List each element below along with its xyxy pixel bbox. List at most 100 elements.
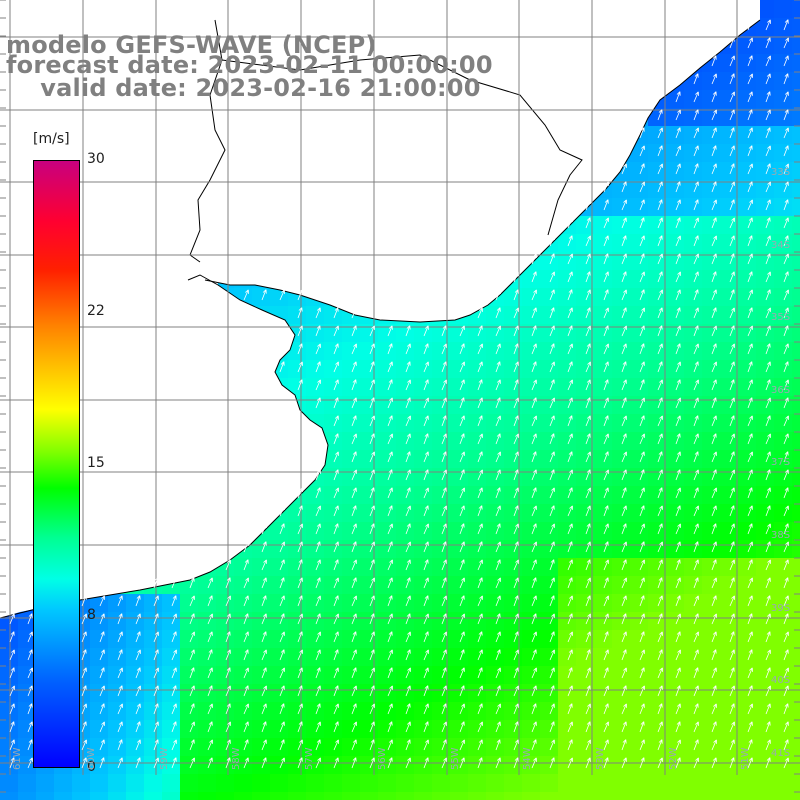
wind-arrow xyxy=(567,631,573,643)
wind-arrow xyxy=(549,721,555,733)
colorbar-tick-8: 8 xyxy=(87,607,96,623)
wind-arrow xyxy=(117,703,123,715)
wind-arrow xyxy=(585,685,591,697)
wind-arrow xyxy=(693,199,699,211)
wind-arrow xyxy=(765,703,771,715)
wind-arrow xyxy=(333,631,339,643)
wind-arrow xyxy=(387,469,393,481)
wind-arrow xyxy=(693,361,699,373)
wind-arrow xyxy=(495,577,501,589)
wind-arrow xyxy=(747,559,753,571)
wind-arrow xyxy=(675,541,681,553)
wind-arrow xyxy=(585,631,591,643)
wind-arrow xyxy=(531,253,537,265)
wind-arrow xyxy=(513,271,519,283)
wind-arrow xyxy=(585,325,591,337)
wind-arrow xyxy=(729,91,735,103)
wind-arrow xyxy=(783,487,789,499)
wind-arrow xyxy=(549,397,555,409)
wind-arrow xyxy=(657,577,663,589)
wind-arrow xyxy=(621,361,627,373)
wind-arrow xyxy=(477,433,483,445)
wind-arrow xyxy=(225,703,231,715)
wind-arrow xyxy=(531,649,537,661)
wind-arrow xyxy=(639,289,645,301)
wind-arrow xyxy=(549,451,555,463)
wind-arrow xyxy=(81,667,87,679)
wind-arrow xyxy=(387,685,393,697)
wind-arrow xyxy=(711,415,717,427)
wind-arrow xyxy=(639,541,645,553)
wind-arrow xyxy=(513,397,519,409)
wind-arrow xyxy=(333,343,339,355)
wind-arrow xyxy=(765,433,771,445)
wind-arrow xyxy=(189,685,195,697)
wind-arrow xyxy=(531,721,537,733)
wind-arrow xyxy=(639,559,645,571)
wind-arrow xyxy=(315,541,321,553)
wind-arrow xyxy=(9,685,15,697)
wind-arrow xyxy=(747,253,753,265)
wind-arrow xyxy=(189,577,195,589)
wind-arrow xyxy=(657,271,663,283)
wind-arrow xyxy=(279,505,285,517)
wind-arrow xyxy=(693,343,699,355)
wind-arrow xyxy=(711,343,717,355)
wind-arrow xyxy=(747,325,753,337)
wind-arrow xyxy=(171,721,177,733)
wind-arrow xyxy=(441,361,447,373)
wind-arrow xyxy=(639,451,645,463)
wind-arrow xyxy=(729,181,735,193)
wind-arrow xyxy=(747,343,753,355)
wind-arrow xyxy=(765,739,771,751)
wind-arrow xyxy=(495,667,501,679)
wind-arrow xyxy=(477,541,483,553)
wind-arrow xyxy=(567,703,573,715)
wind-arrow xyxy=(747,721,753,733)
wind-arrow xyxy=(639,613,645,625)
wind-arrow xyxy=(441,703,447,715)
wind-arrow xyxy=(477,361,483,373)
wind-arrow xyxy=(765,91,771,103)
wind-arrow xyxy=(513,469,519,481)
wind-arrow xyxy=(513,289,519,301)
wind-arrow xyxy=(315,379,321,391)
wind-arrow xyxy=(711,127,717,139)
wind-arrow xyxy=(423,541,429,553)
wind-arrow xyxy=(585,613,591,625)
wind-arrow xyxy=(477,379,483,391)
wind-arrow xyxy=(495,487,501,499)
wind-arrow xyxy=(639,379,645,391)
wind-arrow xyxy=(567,649,573,661)
wind-arrow xyxy=(711,721,717,733)
wind-arrow xyxy=(765,631,771,643)
wind-arrow xyxy=(279,289,285,301)
wind-arrow xyxy=(765,523,771,535)
wind-arrow xyxy=(423,343,429,355)
wind-arrow xyxy=(747,577,753,589)
wind-arrow xyxy=(495,469,501,481)
wind-arrow xyxy=(441,487,447,499)
wind-arrow xyxy=(585,505,591,517)
wind-arrow xyxy=(423,649,429,661)
wind-arrow xyxy=(243,559,249,571)
wind-arrow xyxy=(657,469,663,481)
wind-arrow xyxy=(297,649,303,661)
wind-arrow xyxy=(459,433,465,445)
wind-arrow xyxy=(765,577,771,589)
wind-arrow xyxy=(531,379,537,391)
wind-arrow xyxy=(693,757,699,769)
wind-arrow xyxy=(765,649,771,661)
wind-arrow xyxy=(423,433,429,445)
wind-arrow xyxy=(405,703,411,715)
wind-arrow xyxy=(603,739,609,751)
wind-arrow xyxy=(441,667,447,679)
wind-arrow xyxy=(567,289,573,301)
wind-arrow xyxy=(297,379,303,391)
wind-arrow xyxy=(747,667,753,679)
wind-arrow xyxy=(441,415,447,427)
wind-arrow xyxy=(81,757,87,769)
wind-arrow xyxy=(675,199,681,211)
wind-arrow xyxy=(765,469,771,481)
wind-arrow xyxy=(675,721,681,733)
